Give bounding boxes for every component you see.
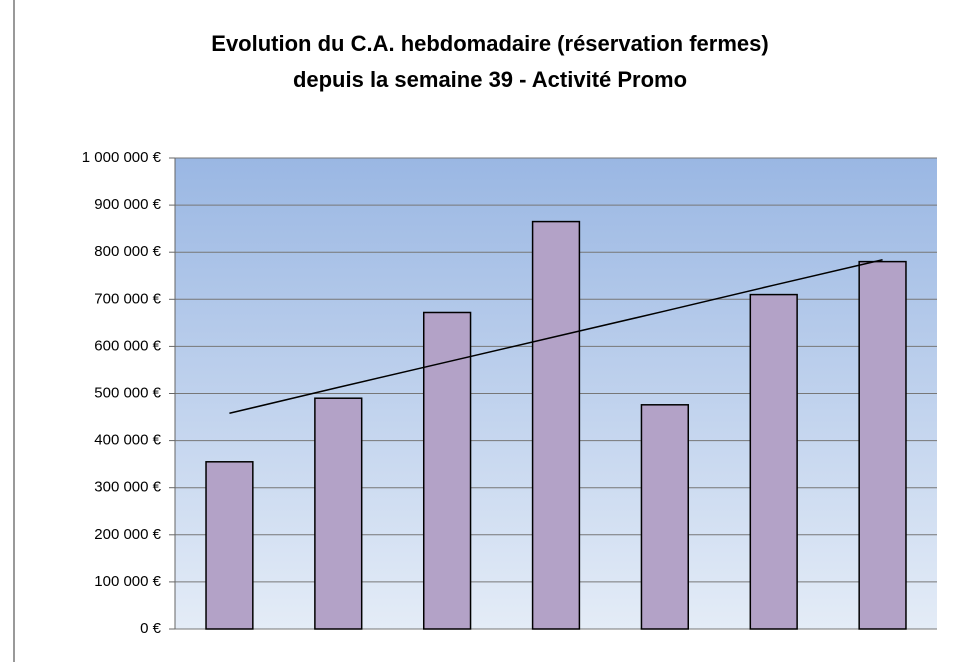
y-tick-label: 600 000 €	[94, 337, 161, 354]
y-tick-label: 900 000 €	[94, 196, 161, 213]
chart-title: depuis la semaine 39 - Activité Promo	[293, 67, 687, 92]
y-tick-label: 500 000 €	[94, 384, 161, 401]
bar	[205, 461, 254, 630]
bar	[531, 220, 581, 630]
y-tick-label: 1 000 000 €	[82, 149, 162, 166]
y-tick-label: 300 000 €	[94, 479, 161, 496]
bar	[640, 404, 690, 630]
chart-title: Evolution du C.A. hebdomadaire (réservat…	[211, 31, 768, 56]
bar	[422, 311, 472, 630]
trendline	[229, 259, 883, 415]
y-tick-label: 200 000 €	[94, 526, 161, 543]
bar	[314, 397, 363, 630]
bar	[858, 260, 907, 630]
y-tick-label: 400 000 €	[94, 432, 161, 449]
y-tick-label: 100 000 €	[94, 573, 161, 590]
y-tick-label: 0 €	[140, 620, 162, 637]
y-tick-label: 700 000 €	[94, 290, 161, 307]
y-tick-label: 800 000 €	[94, 243, 161, 260]
bar	[749, 293, 798, 630]
